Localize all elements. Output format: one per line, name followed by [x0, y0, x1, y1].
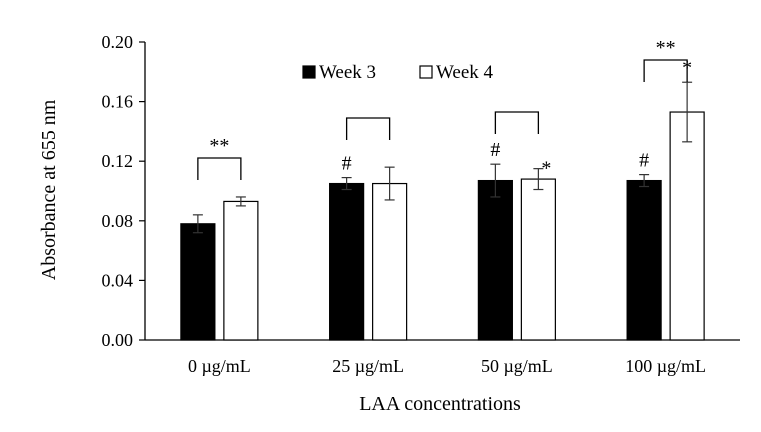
- bars: [180, 111, 705, 341]
- bar-mark: #: [639, 150, 649, 172]
- significance-label: **: [209, 135, 229, 157]
- significance-label: **: [656, 37, 676, 59]
- significance-bracket: [197, 157, 242, 180]
- legend-swatch-week3: [302, 65, 316, 79]
- y-tick-label: 0.08: [102, 211, 134, 231]
- bar-week3: [477, 179, 513, 341]
- significance-bracket: [643, 59, 688, 82]
- significance-bracket: [494, 111, 540, 134]
- bar-mark: #: [490, 139, 500, 161]
- bar-week4: [223, 200, 259, 341]
- bar-week3: [626, 179, 662, 341]
- legend: Week 3 Week 4: [302, 62, 494, 83]
- y-tick-label: 0.00: [102, 330, 134, 350]
- legend-label-week3: Week 3: [319, 62, 376, 83]
- legend-label-week4: Week 4: [436, 62, 494, 83]
- y-tick-label: 0.12: [102, 151, 134, 171]
- y-axis: 0.00 0.04 0.08 0.12 0.16 0.20: [102, 32, 146, 350]
- x-tick-label: 25 µg/mL: [332, 356, 404, 376]
- y-tick-label: 0.20: [102, 32, 134, 52]
- bar-week4: [372, 182, 408, 341]
- x-axis: 0 µg/mL 25 µg/mL 50 µg/mL 100 µg/mL: [145, 339, 740, 376]
- bar-week3: [329, 182, 365, 341]
- y-tick-label: 0.16: [102, 92, 134, 112]
- bar-week4: [669, 111, 705, 341]
- bar-mark: *: [682, 57, 692, 79]
- x-tick-label: 50 µg/mL: [481, 356, 553, 376]
- x-tick-label: 100 µg/mL: [625, 356, 706, 376]
- x-axis-title: LAA concentrations: [359, 393, 521, 415]
- y-tick-label: 0.04: [102, 270, 134, 290]
- bar-mark: #: [342, 153, 352, 175]
- bar-week4: [520, 178, 556, 341]
- bar-week3: [180, 223, 216, 341]
- x-tick-label: 0 µg/mL: [188, 356, 251, 376]
- error-bars: [192, 81, 693, 234]
- y-axis-title: Absorbance at 655 nm: [38, 99, 60, 280]
- legend-swatch-week4: [419, 65, 433, 79]
- bar-mark: *: [541, 158, 551, 180]
- significance-bracket: [345, 117, 391, 140]
- annotations: ** ** # # * # *: [197, 37, 692, 180]
